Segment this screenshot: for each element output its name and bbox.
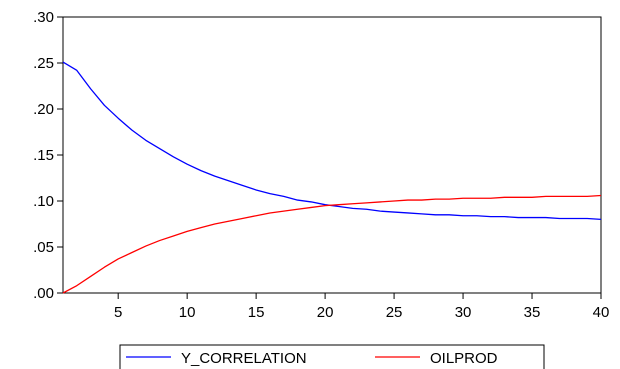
x-tick-label: 35 — [524, 304, 541, 321]
legend-label-oilprod: OILPROD — [430, 350, 498, 367]
y-tick-label: .10 — [33, 193, 54, 210]
legend: Y_CORRELATION OILPROD — [119, 344, 545, 369]
y-tick-label: .20 — [33, 101, 54, 118]
x-tick-label: 30 — [455, 304, 472, 321]
legend-label-y-correlation: Y_CORRELATION — [181, 350, 307, 367]
y-tick-label: .05 — [33, 239, 54, 256]
y-tick-label: .00 — [33, 285, 54, 302]
legend-box — [119, 344, 545, 369]
x-tick-label: 40 — [593, 304, 610, 321]
x-tick-label: 5 — [114, 304, 122, 321]
x-tick-label: 10 — [179, 304, 196, 321]
x-tick-label: 25 — [386, 304, 403, 321]
x-tick-label: 15 — [248, 304, 265, 321]
x-tick-label: 20 — [317, 304, 334, 321]
series-lines — [62, 61, 602, 294]
y-tick-label: .30 — [33, 9, 54, 26]
plot-area — [62, 16, 602, 294]
x-axis: 5 10 15 20 25 30 35 40 — [114, 293, 609, 321]
series-line-oilprod — [62, 194, 602, 294]
y-tick-label: .15 — [33, 147, 54, 164]
y-tick-label: .25 — [33, 55, 54, 72]
y-axis: .00 .05 .10 .15 .20 .25 .30 — [33, 9, 63, 302]
